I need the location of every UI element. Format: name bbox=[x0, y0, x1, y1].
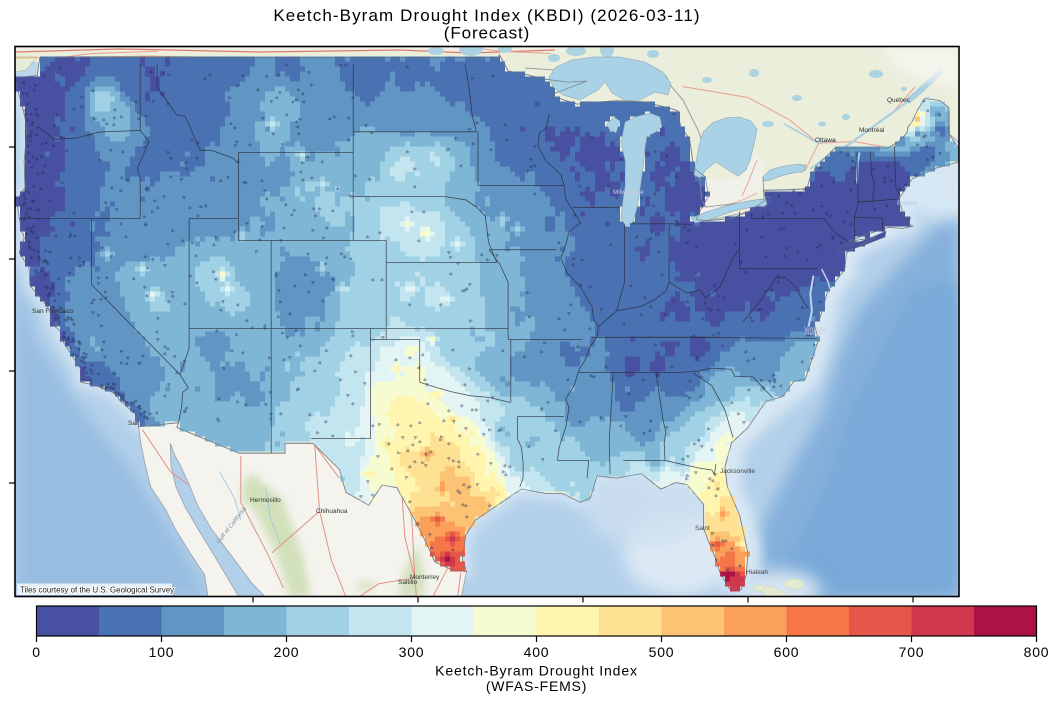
svg-text:San: San bbox=[128, 420, 140, 427]
svg-text:800: 800 bbox=[1024, 644, 1050, 660]
svg-text:Boston: Boston bbox=[897, 200, 918, 207]
svg-text:Virginia: Virginia bbox=[804, 326, 826, 333]
svg-text:Montréal: Montréal bbox=[859, 127, 885, 134]
svg-text:San Francisco: San Francisco bbox=[32, 308, 74, 315]
svg-text:(Forecast): (Forecast) bbox=[444, 24, 530, 43]
svg-text:700: 700 bbox=[899, 644, 925, 660]
svg-text:Jacksonville: Jacksonville bbox=[720, 468, 755, 475]
svg-text:Hialeah: Hialeah bbox=[746, 569, 768, 576]
svg-text:Chihuahua: Chihuahua bbox=[316, 508, 348, 515]
svg-text:0: 0 bbox=[32, 644, 41, 660]
svg-text:Monterrey: Monterrey bbox=[410, 574, 440, 581]
svg-text:Keetch-Byram Drought Index (KB: Keetch-Byram Drought Index (KBDI) (2026-… bbox=[273, 6, 700, 25]
svg-text:Tiles courtesy of the U.S. Geo: Tiles courtesy of the U.S. Geological Su… bbox=[20, 586, 174, 595]
svg-text:400: 400 bbox=[524, 644, 550, 660]
svg-text:100: 100 bbox=[149, 644, 175, 660]
svg-text:Keetch-Byram Drought Index: Keetch-Byram Drought Index bbox=[435, 663, 638, 679]
svg-text:500: 500 bbox=[649, 644, 675, 660]
svg-text:Beach: Beach bbox=[805, 330, 824, 337]
svg-text:300: 300 bbox=[399, 644, 425, 660]
svg-text:Milwaukee: Milwaukee bbox=[613, 189, 644, 196]
svg-text:600: 600 bbox=[774, 644, 800, 660]
svg-text:Hermosillo: Hermosillo bbox=[250, 497, 281, 504]
svg-text:Ottawa: Ottawa bbox=[815, 137, 836, 144]
svg-text:Saltillo: Saltillo bbox=[398, 579, 418, 586]
svg-text:Québec: Québec bbox=[887, 97, 911, 104]
svg-text:Saint: Saint bbox=[695, 525, 710, 532]
svg-text:200: 200 bbox=[274, 644, 300, 660]
svg-text:(WFAS-FEMS): (WFAS-FEMS) bbox=[486, 678, 587, 694]
